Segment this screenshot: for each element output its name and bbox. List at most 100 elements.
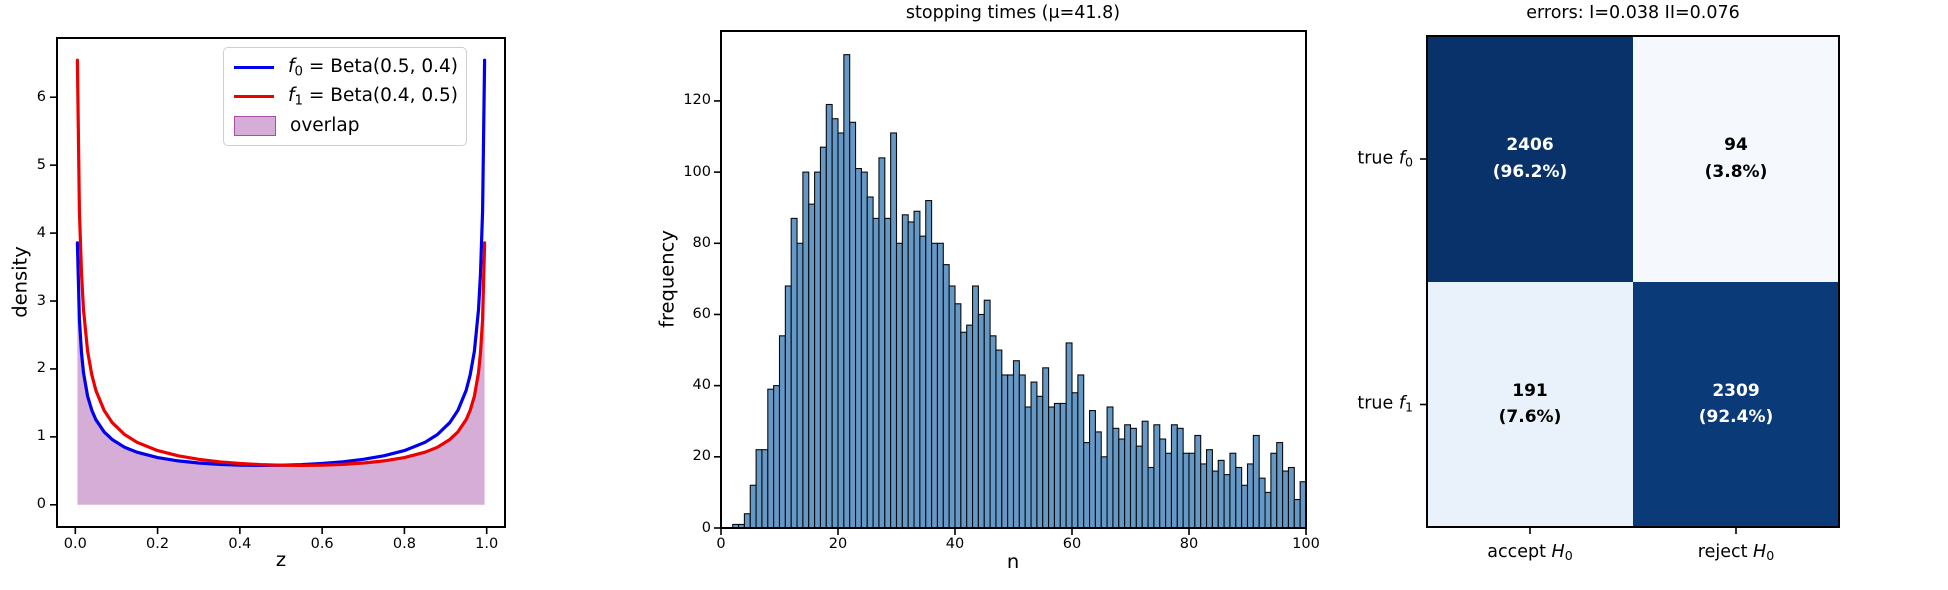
density-x-axis-label: z [275,548,287,571]
cm-cell-count: 2309 [1712,380,1760,401]
hist-bar [901,214,909,529]
histogram-y-tick-label: 100 [683,163,711,180]
hist-bar [1059,402,1067,529]
hist-bar [737,523,745,529]
cm-cell-true-f0-accept-h0: 2406 (96.2%) [1427,36,1633,282]
hist-bar [755,449,763,529]
hist-bar [1124,424,1132,529]
cm-col0-symbol: H [1551,542,1565,562]
hist-bar [966,324,974,529]
hist-bar [872,217,880,529]
hist-bar [1147,466,1155,529]
cm-col0-subscript: 0 [1564,548,1573,564]
density-x-tick-label: 0.0 [63,536,87,552]
hist-bar [1188,452,1196,529]
hist-bar [1135,445,1143,529]
hist-bar [837,132,845,529]
hist-bar [1241,484,1249,529]
legend-line-swatch-f1 [234,95,274,98]
hist-bar [1077,374,1085,529]
hist-bar [890,132,898,529]
hist-bar [1042,367,1050,529]
hist-bar [831,118,839,529]
hist-bar [1270,452,1278,529]
legend-f0-subscript: 0 [294,64,303,80]
hist-bar [808,203,816,529]
hist-bar [843,54,851,529]
density-x-tick-label: 1.0 [475,536,499,552]
hist-bar [1018,374,1026,529]
cm-cell-pct: (96.2%) [1492,161,1568,182]
hist-bar [983,299,991,529]
cm-cell-count: 94 [1724,135,1748,156]
legend: f0 = Beta(0.5, 0.4) f1 = Beta(0.4, 0.5) … [223,47,467,146]
hist-bar [860,171,868,529]
histogram-x-tick-label: 40 [945,536,965,552]
hist-bar [1065,342,1073,529]
hist-bar [767,388,775,529]
hist-bar [1217,459,1225,529]
histogram-y-tick-label: 120 [683,92,711,109]
cm-cell-true-f1-reject-h0: 2309 (92.4%) [1633,281,1839,527]
hist-bar [1200,463,1208,529]
hist-bar [1287,466,1295,529]
density-x-tick-label: 0.6 [310,536,334,552]
histogram-y-tick-label: 0 [701,519,711,536]
hist-bar [1176,427,1184,529]
hist-bar [1229,452,1237,529]
cm-row1-symbol: f [1398,393,1405,414]
hist-bar [1159,438,1167,529]
histogram-title: stopping times (μ=41.8) [905,3,1121,23]
cm-cell-true-f0-reject-h0: 94 (3.8%) [1633,36,1839,282]
hist-bar [743,513,751,529]
hist-bar [995,349,1003,529]
hist-bar [790,217,798,529]
hist-bar [1223,474,1231,529]
hist-bar [1129,427,1137,529]
hist-bar [884,217,892,529]
hist-bar [913,210,921,529]
legend-f1-subscript: 1 [294,93,303,109]
legend-label-overlap: overlap [290,115,360,136]
hist-bar [989,335,997,529]
hist-bar [919,235,927,529]
hist-bar [866,196,874,529]
hist-bar [925,200,933,529]
hist-bar [1053,402,1061,529]
hist-bar [784,285,792,529]
hist-bar [954,303,962,529]
hist-bar [1012,360,1020,529]
hist-bar [936,242,944,529]
cm-cell-pct: (7.6%) [1498,407,1562,428]
histogram-y-tick-label: 20 [692,448,711,465]
histogram-x-tick-label: 20 [828,536,848,552]
hist-bar [749,484,757,529]
histogram-x-tick-label: 80 [1179,536,1199,552]
histogram-x-tick-label: 0 [716,536,726,552]
hist-bar [1258,477,1266,529]
hist-bar [1264,491,1272,529]
legend-f1-text: = Beta(0.4, 0.5) [303,84,458,106]
hist-bar [1153,424,1161,529]
density-x-tick-label: 0.4 [228,536,252,552]
hist-bar [1036,395,1044,529]
hist-bar [819,146,827,529]
hist-bar [1094,431,1102,529]
hist-bar [1194,434,1202,529]
hist-bar [778,335,786,529]
hist-bar [1170,424,1178,529]
cm-row-label-true-f0: true f0 [1357,148,1413,169]
hist-bar [1293,498,1301,529]
overlap-fill [77,242,485,505]
hist-bar [1024,406,1032,529]
cm-row1-subscript: 1 [1404,399,1413,415]
hist-bar [1141,420,1149,529]
hist-bar [1001,374,1009,529]
hist-bar [773,385,781,529]
hist-bar [1007,374,1015,529]
histogram-y-tick-label: 80 [692,234,711,251]
density-y-tick-label: 4 [36,224,46,241]
histogram-axes-frame [720,30,1307,529]
hist-bar [761,449,769,529]
